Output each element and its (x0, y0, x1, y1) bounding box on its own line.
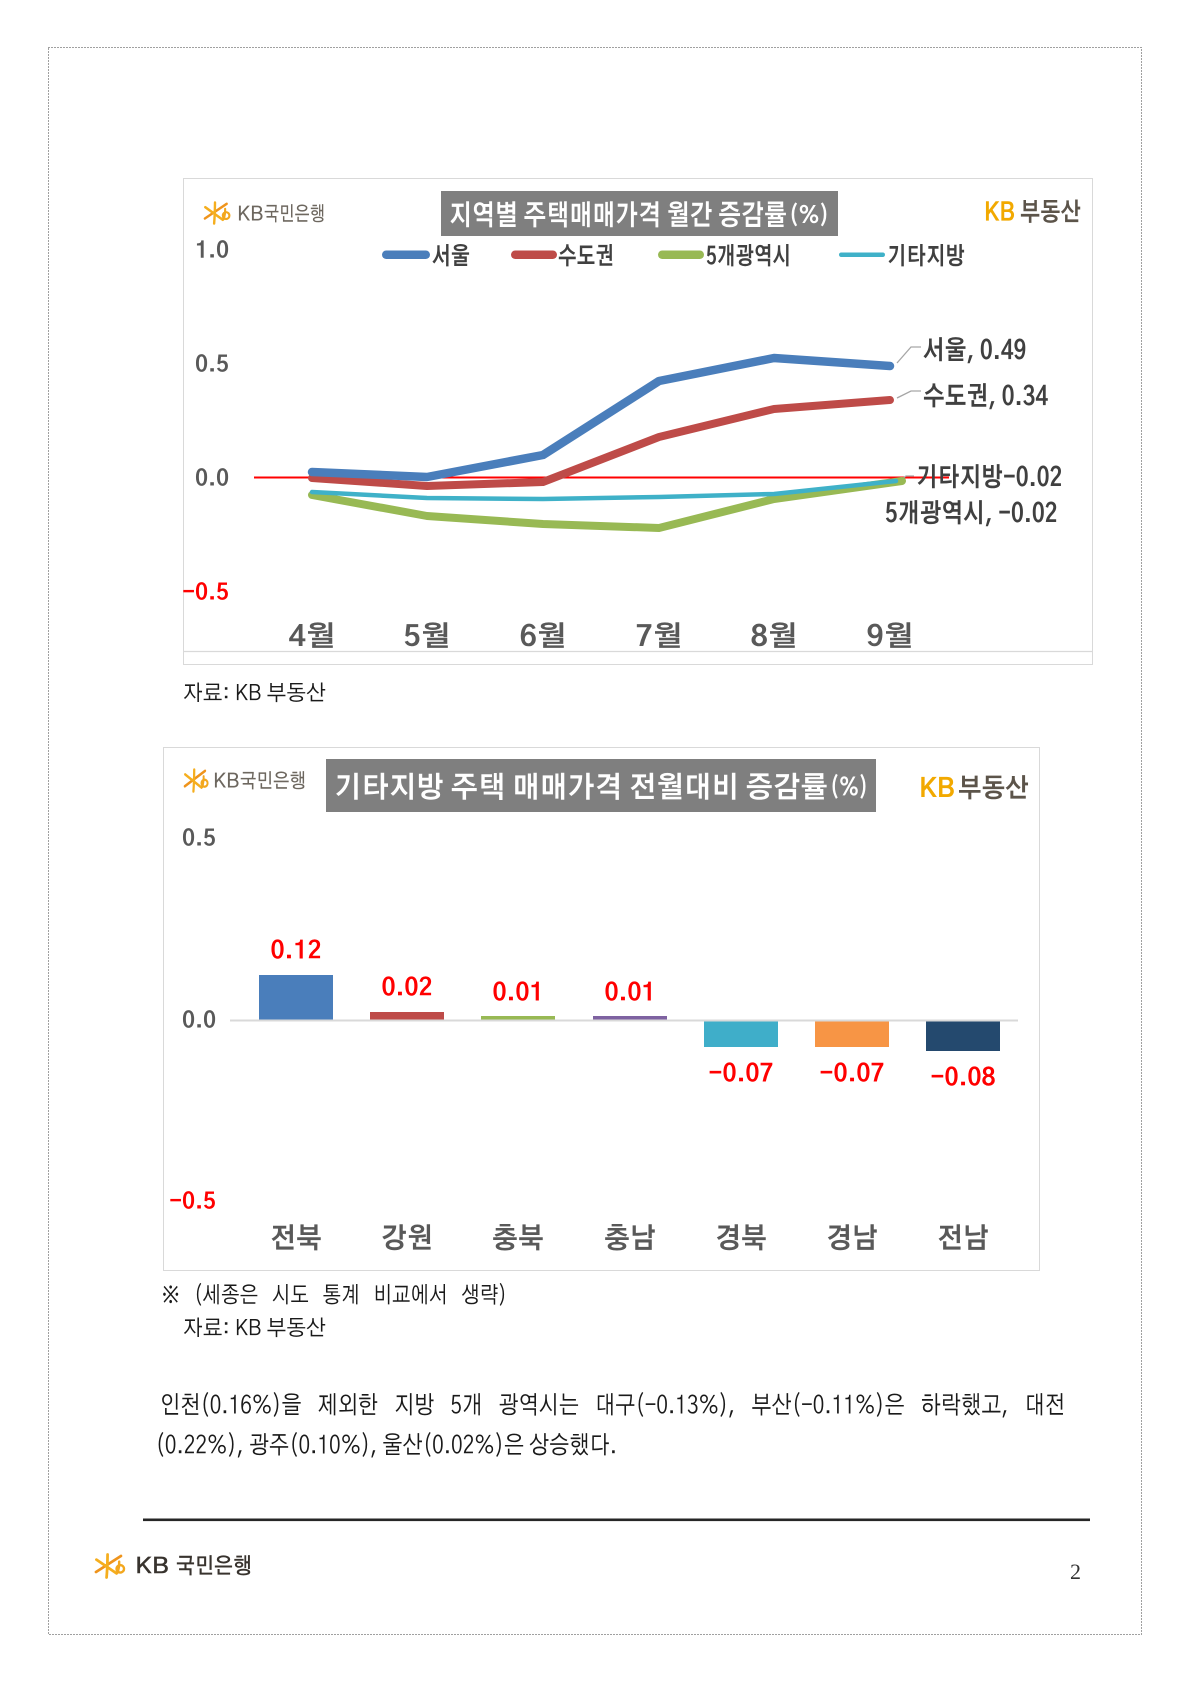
svg-text:2: 2 (1070, 1559, 1081, 1584)
